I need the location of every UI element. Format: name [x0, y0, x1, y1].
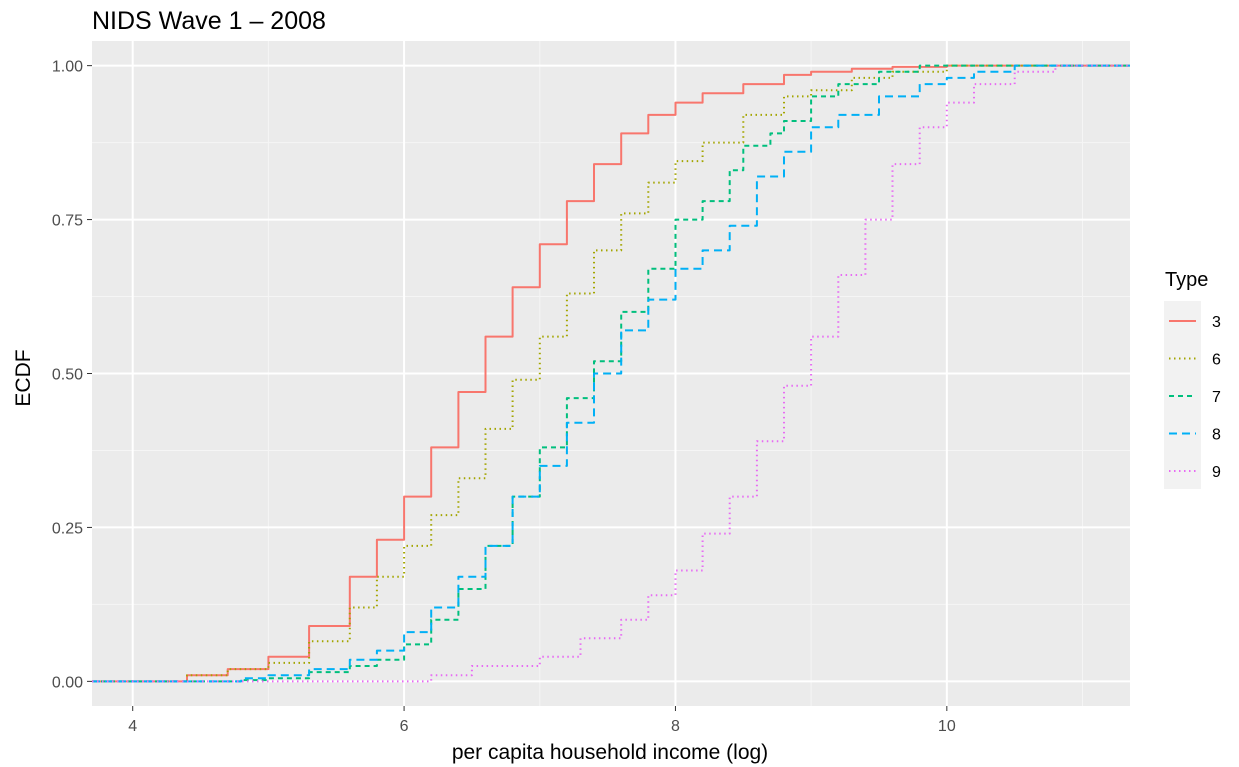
y-axis-title: ECDF [12, 349, 35, 406]
series-line-type-8 [92, 64, 1130, 683]
y-tick-label: 0.50 [52, 367, 83, 384]
x-tick-label: 6 [400, 718, 409, 735]
y-tick-label: 0.00 [52, 674, 83, 691]
legend: Type 3 6 7 8 9 [1164, 269, 1221, 489]
y-tick-label: 1.00 [52, 59, 83, 76]
legend-label-type-3: 3 [1212, 314, 1221, 331]
axis-ticks [87, 65, 948, 711]
x-axis-title: per capita household income (log) [452, 741, 768, 764]
x-tick-label: 8 [671, 718, 680, 735]
y-tick-labels: 0.00 0.25 0.50 0.75 1.00 [52, 59, 83, 692]
series-lines [92, 64, 1130, 683]
legend-label-type-7: 7 [1212, 389, 1221, 406]
chart-title: NIDS Wave 1 – 2008 [92, 7, 326, 35]
legend-label-type-6: 6 [1212, 352, 1221, 369]
series-line-type-7 [92, 64, 1130, 683]
series-line-type-9 [92, 64, 1130, 683]
legend-items: 3 6 7 8 9 [1169, 314, 1221, 481]
legend-label-type-8: 8 [1212, 427, 1221, 444]
x-tick-label: 4 [128, 718, 137, 735]
series-line-type-3 [92, 64, 1130, 683]
y-tick-label: 0.75 [52, 213, 83, 230]
y-tick-label: 0.25 [52, 520, 83, 537]
x-tick-labels: 4 6 8 10 [128, 718, 956, 735]
series-line-type-6 [92, 64, 1130, 683]
legend-title: Type [1165, 269, 1208, 291]
x-tick-label: 10 [938, 718, 956, 735]
legend-label-type-9: 9 [1212, 464, 1221, 481]
